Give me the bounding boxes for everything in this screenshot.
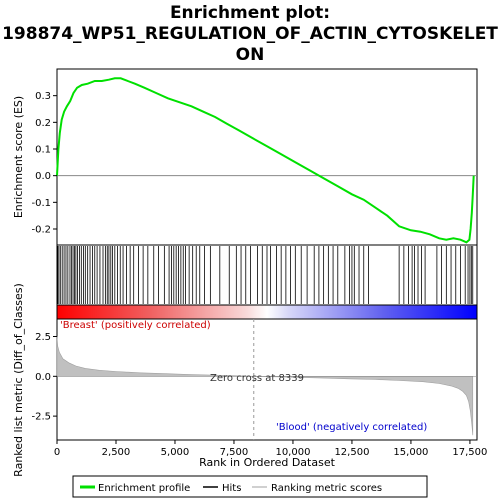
metric-area: [56, 336, 474, 436]
chart-title-line-3: ON: [236, 45, 265, 65]
x-tick-label: 2,500: [102, 447, 131, 458]
x-tick-label: 17,500: [452, 447, 487, 458]
metric-y-tick-label: 2.5: [35, 332, 51, 343]
legend-label-metric: Ranking metric scores: [271, 483, 382, 494]
es-y-tick-label: -0.2: [31, 225, 51, 236]
x-tick-label: 15,000: [393, 447, 428, 458]
es-y-tick-label: 0.2: [35, 118, 51, 129]
x-tick-label: 12,500: [334, 447, 369, 458]
metric-y-tick-label: -2.5: [31, 412, 51, 423]
x-tick-label: 5,000: [161, 447, 190, 458]
metric-layer: [56, 319, 477, 440]
axes-layer: -0.2 -0.1 0.0 0.1 0.2 0.3 -2.5 0.0 2.5 0 2,500 5,00…: [31, 91, 487, 458]
metric-y-tick-label: 0.0: [35, 372, 51, 383]
es-y-tick-label: 0.0: [35, 171, 51, 182]
legend-label-hits: Hits: [222, 483, 241, 494]
negative-correlation-label: 'Blood' (negatively correlated): [276, 422, 427, 433]
chart-title-line-2: 198874_WP51_REGULATION_OF_ACTIN_CYTOSKEL…: [2, 24, 498, 44]
positive-correlation-label: 'Breast' (positively correlated): [60, 320, 211, 331]
zero-cross-label: Zero cross at 8339: [210, 373, 304, 384]
es-panel: [56, 68, 478, 246]
legend-label-es: Enrichment profile: [98, 483, 190, 494]
es-y-tick-label: -0.1: [31, 198, 51, 209]
es-y-tick-label: 0.1: [35, 145, 51, 156]
chart-title-line-1: Enrichment plot:: [170, 3, 330, 23]
hits-layer: [57, 246, 474, 304]
x-tick-label: 10,000: [275, 447, 310, 458]
x-tick-label: 0: [54, 447, 60, 458]
x-axis-label: Rank in Ordered Dataset: [199, 456, 336, 469]
es-y-axis-label: Enrichment score (ES): [12, 96, 25, 218]
es-series-line: [56, 77, 475, 244]
legend-box: [72, 475, 428, 498]
es-line-layer: [56, 77, 475, 244]
rank-colorbar: [57, 305, 477, 319]
metric-y-axis-label: Ranked list metric (Diff_of_Classes): [12, 283, 25, 477]
x-tick-label: 7,500: [220, 447, 249, 458]
es-y-tick-label: 0.3: [35, 91, 51, 102]
